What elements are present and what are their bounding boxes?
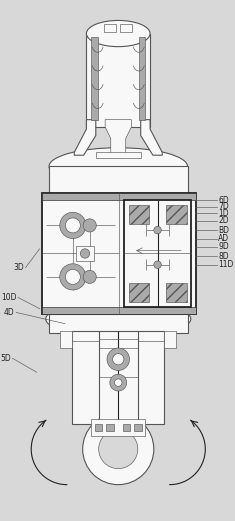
Ellipse shape xyxy=(49,148,188,185)
Bar xyxy=(166,205,187,224)
Circle shape xyxy=(83,270,96,283)
Bar xyxy=(136,331,164,424)
Bar xyxy=(106,424,114,431)
Ellipse shape xyxy=(46,301,191,337)
Text: 5D: 5D xyxy=(0,354,11,363)
Bar xyxy=(123,424,130,431)
Text: 4D: 4D xyxy=(4,308,14,317)
Bar xyxy=(129,283,149,302)
Circle shape xyxy=(65,218,80,233)
Text: 7D: 7D xyxy=(218,202,229,211)
Bar xyxy=(164,331,176,348)
Text: BD: BD xyxy=(218,226,229,234)
Bar xyxy=(95,424,102,431)
Text: 2D: 2D xyxy=(218,216,229,225)
Circle shape xyxy=(60,264,86,290)
Text: 11D: 11D xyxy=(218,260,234,269)
Bar xyxy=(104,24,116,32)
Text: 1D: 1D xyxy=(218,209,229,218)
Circle shape xyxy=(83,414,154,485)
Bar xyxy=(42,193,196,200)
Bar xyxy=(42,193,196,314)
Bar xyxy=(76,246,94,261)
Polygon shape xyxy=(139,38,145,120)
Circle shape xyxy=(65,269,80,284)
Circle shape xyxy=(99,429,138,468)
Bar xyxy=(166,283,187,302)
Bar xyxy=(134,424,142,431)
Circle shape xyxy=(110,374,127,391)
Bar xyxy=(91,419,145,436)
Bar xyxy=(49,314,188,333)
Bar xyxy=(86,33,150,127)
Circle shape xyxy=(113,354,124,365)
Circle shape xyxy=(114,379,122,387)
Bar xyxy=(124,200,191,307)
Bar xyxy=(42,307,196,314)
Polygon shape xyxy=(141,120,162,155)
Text: 8D: 8D xyxy=(218,252,229,261)
Circle shape xyxy=(154,226,161,234)
Circle shape xyxy=(83,219,96,232)
Polygon shape xyxy=(74,120,96,155)
Bar xyxy=(72,331,101,424)
Text: 6D: 6D xyxy=(218,196,229,205)
Text: 10D: 10D xyxy=(1,293,16,302)
Polygon shape xyxy=(91,38,98,120)
Text: 9D: 9D xyxy=(218,242,229,252)
Bar xyxy=(49,166,188,193)
Circle shape xyxy=(154,261,161,268)
Bar xyxy=(60,331,72,348)
Ellipse shape xyxy=(86,20,150,47)
Bar xyxy=(120,24,132,32)
Bar xyxy=(99,331,138,424)
Bar xyxy=(129,205,149,224)
Circle shape xyxy=(60,212,86,239)
Circle shape xyxy=(80,249,90,258)
Text: AD: AD xyxy=(218,234,230,243)
Circle shape xyxy=(107,348,129,370)
Bar xyxy=(96,153,141,158)
Text: 3D: 3D xyxy=(13,263,24,272)
Polygon shape xyxy=(105,120,131,155)
